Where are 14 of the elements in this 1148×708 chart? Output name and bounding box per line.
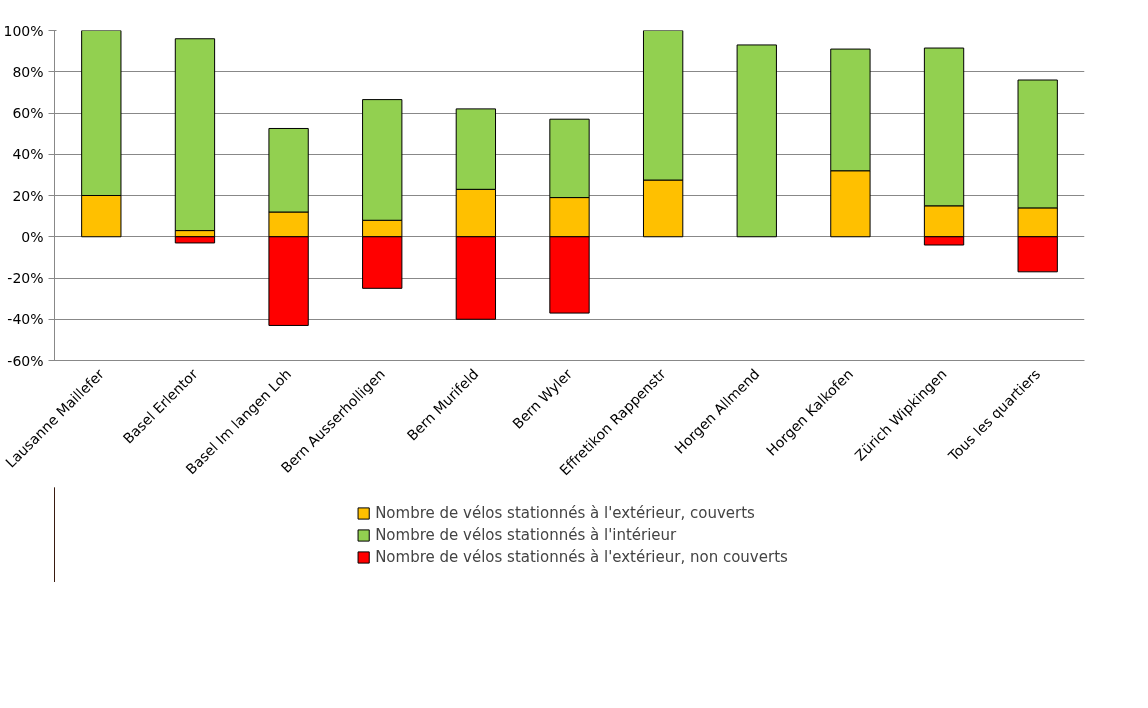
y-tick-label: -60% <box>7 352 44 369</box>
legend-label: Nombre de vélos stationnés à l'extérieur, non couverts <box>375 546 788 567</box>
y-tick-label: 20% <box>12 187 44 204</box>
y-tick-label: 0% <box>21 228 44 245</box>
legend-label: Nombre de vélos stationnés à l'intérieur <box>375 524 677 545</box>
legend-label: Nombre de vélos stationnés à l'extérieur, couverts <box>375 502 755 523</box>
bar <box>736 44 777 238</box>
y-tick-label: -40% <box>7 311 44 328</box>
bar <box>174 38 216 232</box>
y-tick-label: 80% <box>12 63 44 80</box>
y-tick-label: -20% <box>7 270 44 286</box>
y-tick-label: 40% <box>12 146 44 163</box>
y-tick-label: 60% <box>12 105 44 121</box>
y-tick-label: 100% <box>3 22 44 39</box>
